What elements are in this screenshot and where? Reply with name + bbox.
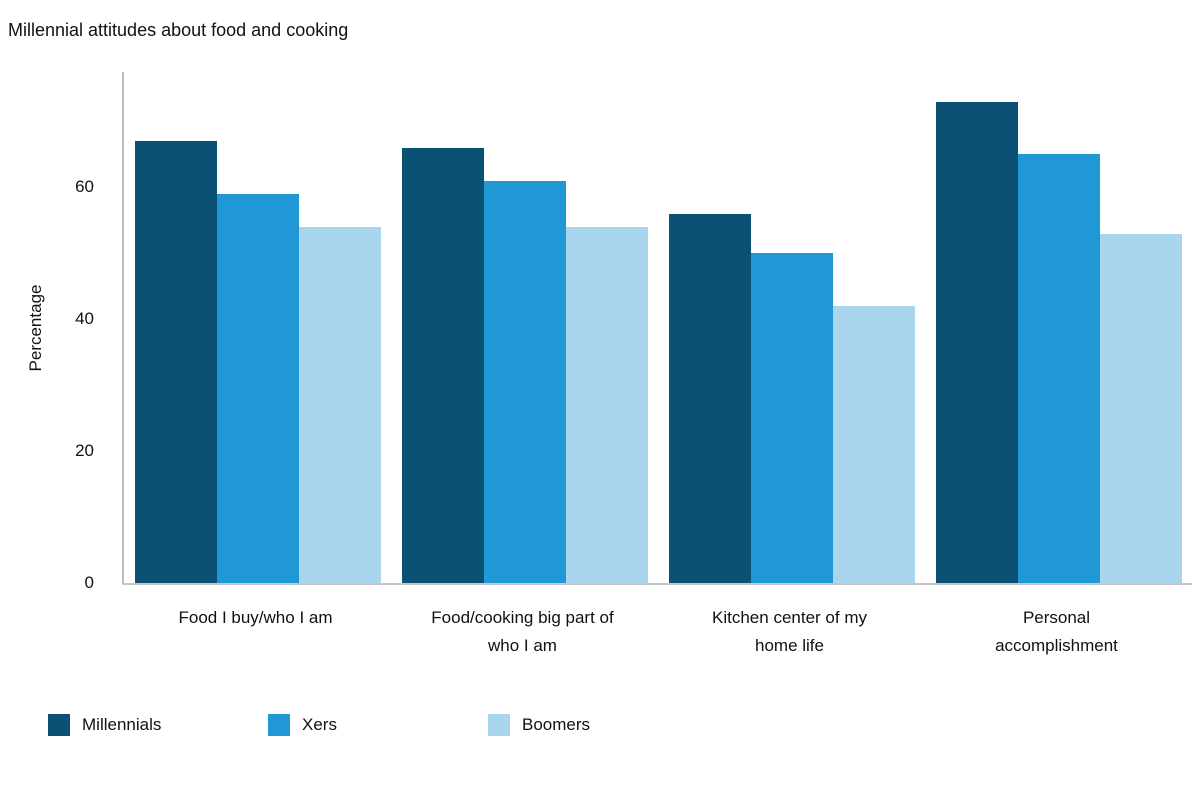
bar-group xyxy=(124,72,391,583)
bar-boomers xyxy=(832,306,915,583)
bar-xers xyxy=(1017,154,1100,583)
y-tick-label: 60 xyxy=(75,177,94,197)
bar-boomers xyxy=(1099,233,1182,583)
bar-millennials xyxy=(401,147,484,583)
legend-item-xers: Xers xyxy=(268,714,488,736)
bar-group xyxy=(925,72,1192,583)
bar-millennials xyxy=(668,213,751,583)
y-tick-label: 40 xyxy=(75,309,94,329)
y-tick-label: 0 xyxy=(84,573,94,592)
x-axis-labels: Food I buy/who I am Food/cooking big part… xyxy=(122,598,1190,660)
y-tick-label: 20 xyxy=(75,441,94,461)
bar-boomers xyxy=(565,226,648,583)
legend-swatch xyxy=(268,714,290,736)
legend-label: Millennials xyxy=(82,715,162,734)
x-category-label: Personal accomplishment xyxy=(995,608,1118,655)
legend-swatch xyxy=(488,714,510,736)
y-axis-label: Percentage xyxy=(26,284,45,372)
bar-groups xyxy=(124,72,1192,583)
bar-xers xyxy=(216,193,299,583)
bar-xers xyxy=(750,253,833,583)
legend-item-boomers: Boomers xyxy=(488,714,708,736)
bar-millennials xyxy=(134,141,217,583)
bar-group xyxy=(391,72,658,583)
legend-label: Xers xyxy=(302,715,337,734)
bar-xers xyxy=(483,180,566,583)
bar-boomers xyxy=(298,226,381,583)
legend: Millennials Xers Boomers xyxy=(48,714,708,736)
x-category-label: Food/cooking big part of who I am xyxy=(431,608,614,655)
chart-title: Millennial attitudes about food and cook… xyxy=(8,20,349,40)
legend-label: Boomers xyxy=(522,715,591,734)
x-category-label: Food I buy/who I am xyxy=(178,608,333,627)
legend-item-millennials: Millennials xyxy=(48,714,268,736)
y-axis-ticks: 0 20 40 60 xyxy=(52,72,108,592)
bar-millennials xyxy=(935,101,1018,583)
legend-swatch xyxy=(48,714,70,736)
x-category-label: Kitchen center of my home life xyxy=(712,608,867,655)
plot-area: 0 20 40 60 xyxy=(75,72,1192,592)
bar-group xyxy=(658,72,925,583)
